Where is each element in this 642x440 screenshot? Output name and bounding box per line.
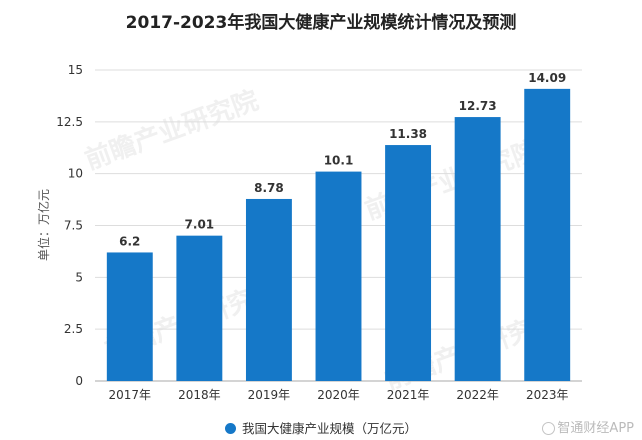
x-tick-labels: 2017年 2018年 2019年 2020年 2021年 2022年 2023年 xyxy=(109,388,569,402)
y-tick-label: 5 xyxy=(75,270,83,284)
bars xyxy=(106,88,571,381)
y-tick-label: 12.5 xyxy=(56,115,83,129)
y-axis-label: 单位：万亿元 xyxy=(36,189,51,261)
x-tick-label: 2017年 xyxy=(109,388,152,402)
x-tick-label: 2019年 xyxy=(248,388,291,402)
bar xyxy=(454,117,501,381)
source-logo-icon xyxy=(542,422,556,435)
data-label: 10.1 xyxy=(324,154,354,168)
bar xyxy=(106,252,153,381)
source-credit: 智通财经APP xyxy=(542,417,634,436)
chart-title: 2017-2023年我国大健康产业规模统计情况及预测 xyxy=(125,13,517,33)
x-tick-label: 2020年 xyxy=(317,388,360,402)
legend: 我国大健康产业规模（万亿元） xyxy=(0,418,642,437)
x-tick-label: 2021年 xyxy=(387,388,430,402)
bar xyxy=(385,145,432,381)
y-tick-label: 15 xyxy=(68,63,83,77)
data-label: 7.01 xyxy=(185,218,215,232)
y-tick-label: 2.5 xyxy=(64,322,83,336)
value-labels: 6.2 7.01 8.78 10.1 11.38 12.73 14.09 xyxy=(119,71,566,249)
data-label: 8.78 xyxy=(254,181,284,195)
y-tick-label: 10 xyxy=(68,167,83,181)
x-tick-label: 2023年 xyxy=(526,388,569,402)
bar xyxy=(524,88,571,381)
legend-label: 我国大健康产业规模（万亿元） xyxy=(241,421,417,436)
x-tick-label: 2018年 xyxy=(178,388,221,402)
source-label: 智通财经APP xyxy=(557,421,634,436)
data-label: 12.73 xyxy=(459,99,497,113)
x-tick-label: 2022年 xyxy=(456,388,499,402)
bar xyxy=(245,198,292,381)
data-label: 6.2 xyxy=(119,234,140,248)
bar xyxy=(176,235,223,381)
y-tick-label: 7.5 xyxy=(64,219,83,233)
legend-marker xyxy=(224,423,236,434)
y-tick-labels: 0 2.5 5 7.5 10 12.5 15 xyxy=(56,63,83,388)
data-label: 14.09 xyxy=(528,71,566,85)
bar xyxy=(315,171,362,381)
y-tick-label: 0 xyxy=(75,374,83,388)
data-label: 11.38 xyxy=(389,127,427,141)
